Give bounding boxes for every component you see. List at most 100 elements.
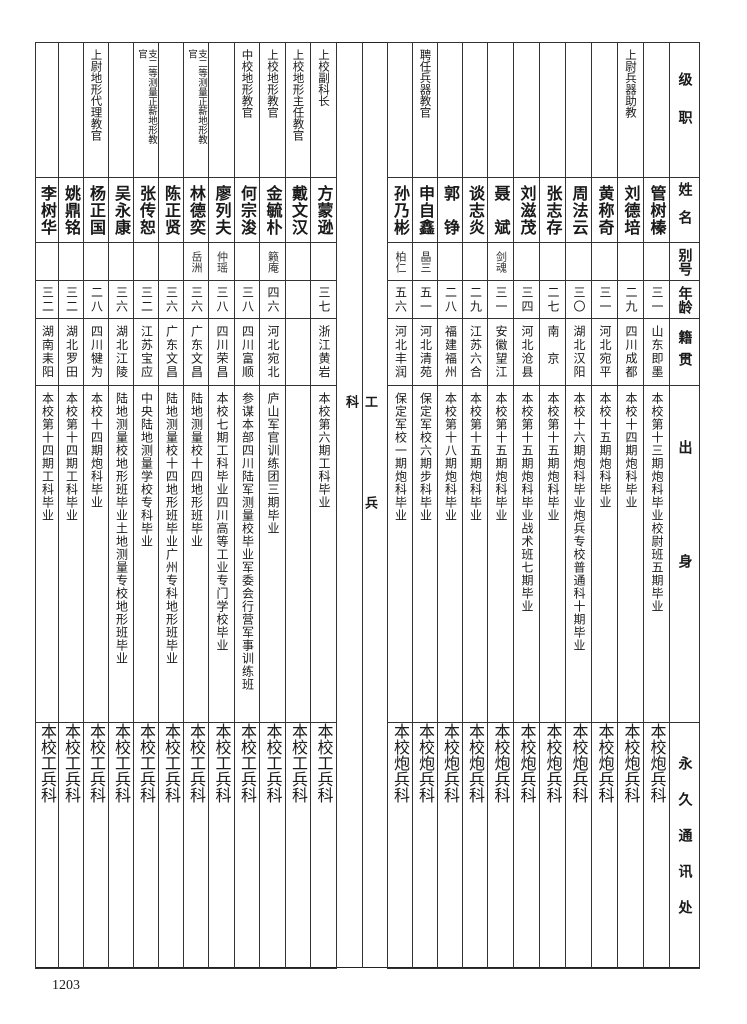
row-origin-text: 庐山军官训练团三期毕业	[266, 392, 280, 535]
row-rank: 上校地形教官	[259, 42, 286, 178]
row-origin-text: 本校第十五期炮科毕业战术班七期毕业	[520, 392, 534, 613]
row-name-text: 林德奕	[187, 184, 206, 236]
row-origin: 本校第十四期工科毕业	[58, 385, 84, 723]
row-rank: 上校地形主任教官	[285, 42, 311, 178]
row-rank: 上尉地形代理教官	[83, 42, 109, 178]
row-name-text: 张志存	[543, 184, 563, 236]
row-name: 何宗浚	[234, 177, 260, 243]
row-native: 湖北罗田	[58, 318, 84, 386]
row-origin: 中央陆地测量学校专科毕业	[133, 385, 159, 723]
row-rank-text: 支二等测量正薪地形教官	[136, 49, 157, 144]
row-native: 南 京	[539, 318, 566, 386]
row-rank-text: 上校副科长	[317, 49, 331, 107]
row-alias	[285, 242, 311, 281]
row-age: 三〇	[565, 280, 592, 319]
row-native-text: 河北宛平	[598, 325, 612, 379]
row-address: 本校炮兵科	[412, 722, 438, 969]
row-age: 三八	[234, 280, 260, 319]
row-age-text: 二八	[89, 285, 104, 314]
row-age-text: 三一	[598, 285, 612, 314]
row-name-text: 刘滋茂	[517, 184, 537, 236]
row-native-text: 湖北江陵	[114, 325, 129, 379]
row-alias	[462, 242, 488, 281]
row-rank	[487, 42, 514, 178]
row-alias-text: 岳洲	[190, 250, 203, 273]
row-address-text: 本校工兵科	[263, 723, 283, 803]
row-native-text: 湖南耒阳	[40, 325, 55, 379]
row-address: 本校炮兵科	[513, 722, 540, 969]
row-age: 三二	[133, 280, 159, 319]
page-number: 1203	[52, 978, 80, 993]
row-age	[285, 280, 311, 319]
row-address-text: 本校炮兵科	[391, 723, 410, 803]
row-alias: 仲瑶	[208, 242, 235, 281]
row-alias-text: 剑魂	[494, 250, 508, 273]
row-address-text: 本校工兵科	[162, 723, 181, 803]
row-origin-text: 陆地测量校十四地形班毕业广州专科地形班毕业	[164, 392, 179, 665]
row-native: 广东文昌	[158, 318, 184, 386]
row-name-text: 黄称奇	[595, 184, 615, 236]
row-age: 三一	[643, 280, 670, 319]
header-name-text: 姓名	[676, 182, 693, 238]
row-address: 本校炮兵科	[487, 722, 514, 969]
row-address: 本校炮兵科	[565, 722, 592, 969]
row-rank: 中校地形教官	[234, 42, 260, 178]
row-name-text: 陈正贤	[162, 184, 181, 236]
row-address: 本校工兵科	[158, 722, 184, 969]
row-name: 金毓朴	[259, 177, 286, 243]
row-name-text: 何宗浚	[238, 184, 257, 236]
row-origin: 陆地测量校地形班毕业土地测量专校地形班毕业	[108, 385, 134, 723]
row-address: 本校工兵科	[285, 722, 311, 969]
row-name-text: 谈志炎	[466, 184, 485, 236]
row-native-text: 湖北罗田	[64, 325, 79, 379]
row-rank	[108, 42, 134, 178]
row-alias	[83, 242, 109, 281]
row-age: 二七	[539, 280, 566, 319]
row-age: 三一	[487, 280, 514, 319]
row-age-text: 三二	[64, 285, 79, 314]
row-address: 本校炮兵科	[643, 722, 670, 969]
row-name: 刘德培	[617, 177, 644, 243]
row-age-text: 二七	[546, 285, 560, 314]
row-native: 山东即墨	[643, 318, 670, 386]
row-native: 安徽望江	[487, 318, 514, 386]
row-name: 李树华	[35, 177, 59, 243]
row-alias	[108, 242, 134, 281]
row-name-text: 吴永康	[112, 184, 131, 236]
row-rank: 聘任兵器教官	[412, 42, 438, 178]
row-alias: 柏仁	[387, 242, 413, 281]
row-age: 二九	[617, 280, 644, 319]
row-name: 管树榛	[643, 177, 670, 243]
row-origin: 本校第十八期炮科毕业	[437, 385, 463, 723]
row-native-text: 江苏六合	[468, 325, 483, 379]
row-alias: 籁庵	[259, 242, 286, 281]
row-name-text: 郭 铮	[441, 184, 460, 236]
row-name-text: 管树榛	[647, 184, 667, 236]
row-address: 本校工兵科	[208, 722, 235, 969]
row-address-text: 本校工兵科	[238, 723, 257, 803]
header-rank: 级职	[669, 42, 700, 178]
row-address: 本校工兵科	[234, 722, 260, 969]
row-age: 三七	[310, 280, 337, 319]
row-native-text: 河北沧县	[520, 325, 534, 379]
row-name: 林德奕	[183, 177, 209, 243]
row-address-text: 本校炮兵科	[621, 723, 641, 803]
row-name: 吴永康	[108, 177, 134, 243]
row-origin-text: 陆地测量校十四地形班毕业	[189, 392, 204, 548]
row-origin-text: 本校第十四期工科毕业	[64, 392, 79, 522]
row-name-text: 申自鑫	[416, 184, 435, 236]
row-native-text: 江苏宝应	[139, 325, 154, 379]
row-origin: 本校第十五期炮科毕业战术班七期毕业	[513, 385, 540, 723]
header-name: 姓名	[669, 177, 700, 243]
row-age: 三六	[183, 280, 209, 319]
header-origin: 出身	[669, 385, 700, 723]
row-address-text: 本校炮兵科	[491, 723, 511, 803]
row-alias	[58, 242, 84, 281]
row-origin-text: 本校第十五期炮科毕业	[494, 392, 508, 522]
column-divider	[336, 42, 337, 968]
row-address-text: 本校工兵科	[87, 723, 106, 803]
row-native: 河北宛平	[591, 318, 618, 386]
row-name-text: 廖列夫	[212, 184, 232, 236]
column-divider	[387, 42, 388, 968]
row-age-text: 四六	[266, 285, 280, 314]
